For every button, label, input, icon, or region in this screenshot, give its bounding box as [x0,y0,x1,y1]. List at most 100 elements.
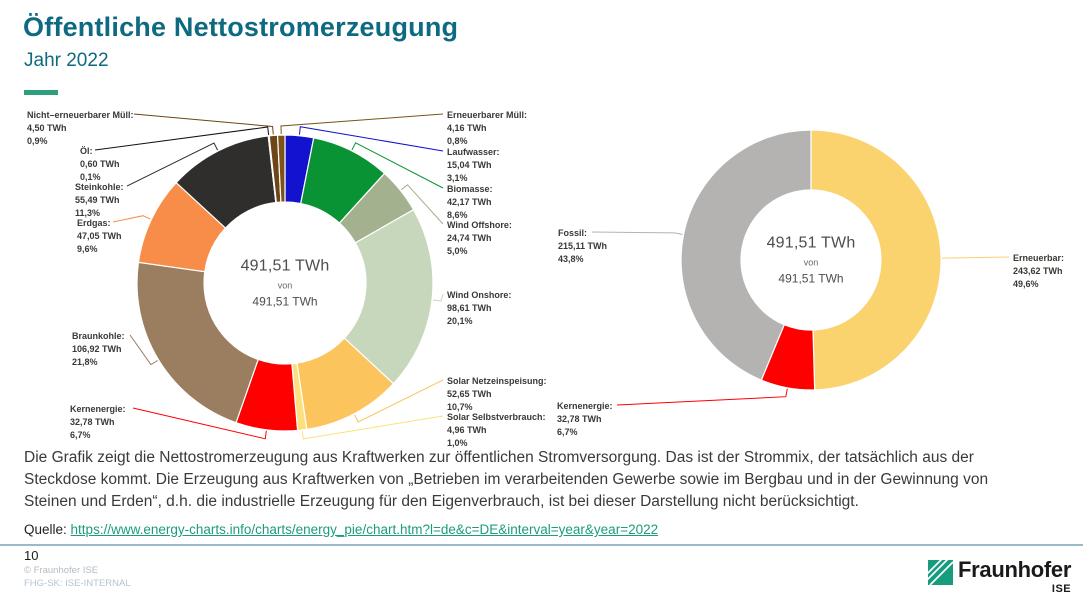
pie-segment-2 [680,129,812,381]
segment-name: Solar Selbstverbrauch: [447,412,546,422]
segment-percent: 6,7% [557,427,578,437]
center-total-ref: 491,51 TWh [778,271,844,286]
leader-line-3 [432,293,444,302]
leader-line-6 [132,407,267,440]
segment-value: 106,92 TWh [72,344,122,354]
segment-percent: 21,8% [72,357,98,367]
segment-name: Laufwasser: [447,147,500,157]
segment-percent: 8,6% [447,210,468,220]
segment-percent: 10,7% [447,402,473,412]
donut-left-center-text: 491,51 TWh von 491,51 TWh [210,258,360,309]
leader-line-5 [301,415,444,440]
segment-name: Kernenergie: [70,404,126,414]
copyright-note: © Fraunhofer ISE [24,565,99,576]
segment-percent: 9,6% [77,244,98,254]
segment-name: Steinkohle: [75,182,124,192]
description-paragraph: Die Grafik zeigt die Nettostromerzeugung… [24,449,989,510]
leader-line-10 [94,126,270,151]
classification-note: FHG-SK: ISE-INTERNAL [24,578,131,589]
segment-percent: 11,3% [75,208,101,218]
segment-name: Kernenergie: [557,401,613,411]
leader-line-7 [129,334,158,366]
leader-line-2 [591,231,683,235]
leader-line-1 [616,388,788,406]
label-wind-offshore: Wind Offshore: 24,74 TWh 5,0% [447,219,512,258]
logo-division: ISE [1051,583,1072,595]
segment-value: 42,17 TWh [447,197,492,207]
segment-percent: 0,8% [447,136,468,146]
leader-line-2 [400,184,444,225]
segment-name: Erneuerbar: [1013,253,1065,263]
fraunhofer-logo: Fraunhofer ISE [928,557,1071,595]
segment-value: 32,78 TWh [557,414,602,424]
segment-name: Erneuerbarer Müll: [447,110,528,120]
label-erdgas: Erdgas: 47,05 TWh 9,6% [77,217,122,256]
segment-name: Nicht–erneuerbarer Müll: [27,110,134,120]
segment-value: 4,96 TWh [447,425,487,435]
donut-chart-by-source [94,113,444,440]
label-kernenergie-right: Kernenergie: 32,78 TWh 6,7% [557,400,613,439]
logo-wordmark: Fraunhofer ISE [958,557,1071,595]
leader-line-0 [941,256,1010,259]
segment-name: Solar Netzeinspeisung: [447,376,547,386]
label-solar-selbstverbrauch: Solar Selbstverbrauch: 4,96 TWh 1,0% [447,411,546,450]
segment-value: 215,11 TWh [558,241,608,251]
label-biomasse: Biomasse: 42,17 TWh 8,6% [447,183,493,222]
logo-text: Fraunhofer [958,557,1072,582]
segment-percent: 43,8% [558,254,584,264]
segment-percent: 1,0% [447,438,468,448]
segment-value: 15,04 TWh [447,160,492,170]
segment-name: Erdgas: [77,218,111,228]
segment-percent: 0,9% [27,136,48,146]
source-link[interactable]: https://www.energy-charts.info/charts/en… [70,522,659,537]
segment-value: 4,16 TWh [447,123,487,133]
center-von-label: von [803,257,819,268]
leader-line-0 [299,126,444,152]
segment-value: 98,61 TWh [447,303,492,313]
segment-value: 4,50 TWh [27,123,67,133]
label-solar-netzeinspeisung: Solar Netzeinspeisung: 52,65 TWh 10,7% [447,375,547,414]
segment-name: Fossil: [558,228,588,238]
label-erneuerbar: Erneuerbar: 243,62 TWh 49,6% [1013,252,1064,291]
center-total-value: 491,51 TWh [240,257,330,275]
label-nicht-erneuerbarer-muell: Nicht–erneuerbarer Müll: 4,50 TWh 0,9% [27,109,134,148]
page-subtitle: Jahr 2022 [24,50,109,71]
center-von-label: von [277,280,293,291]
segment-value: 0,60 TWh [80,159,120,169]
footer-divider [0,544,1083,546]
leader-line-9 [126,142,219,187]
segment-percent: 3,1% [447,173,468,183]
source-label: Quelle: [24,522,67,537]
segment-name: Braunkohle: [72,331,125,341]
segment-value: 47,05 TWh [77,231,122,241]
segment-name: Biomasse: [447,184,493,194]
page-title: Öffentliche Nettostromerzeugung [23,12,459,42]
fraunhofer-logo-icon [928,560,953,585]
label-steinkohle: Steinkohle: 55,49 TWh 11,3% [75,181,124,220]
center-total-value: 491,51 TWh [766,234,856,252]
leader-line-1 [351,142,444,189]
title-accent-bar [24,90,58,95]
segment-value: 243,62 TWh [1013,266,1063,276]
segment-name: Wind Onshore: [447,290,512,300]
label-kernenergie-left: Kernenergie: 32,78 TWh 6,7% [70,403,126,442]
label-wind-onshore: Wind Onshore: 98,61 TWh 20,1% [447,289,511,328]
leader-line-12 [280,113,444,135]
pie-segment-7 [136,261,259,424]
leader-line-11 [133,113,274,135]
segment-value: 55,49 TWh [75,195,120,205]
center-total-ref: 491,51 TWh [252,294,318,309]
segment-name: Wind Offshore: [447,220,512,230]
segment-percent: 49,6% [1013,279,1039,289]
segment-value: 24,74 TWh [447,233,492,243]
label-oel: Öl: 0,60 TWh 0,1% [80,145,120,184]
label-laufwasser: Laufwasser: 15,04 TWh 3,1% [447,146,500,185]
donut-right-center-text: 491,51 TWh von 491,51 TWh [736,235,886,286]
label-erneuerbarer-muell: Erneuerbarer Müll: 4,16 TWh 0,8% [447,109,527,148]
leader-line-4 [354,379,444,423]
label-braunkohle: Braunkohle: 106,92 TWh 21,8% [72,330,125,369]
label-fossil: Fossil: 215,11 TWh 43,8% [558,227,607,266]
segment-percent: 6,7% [70,430,91,440]
